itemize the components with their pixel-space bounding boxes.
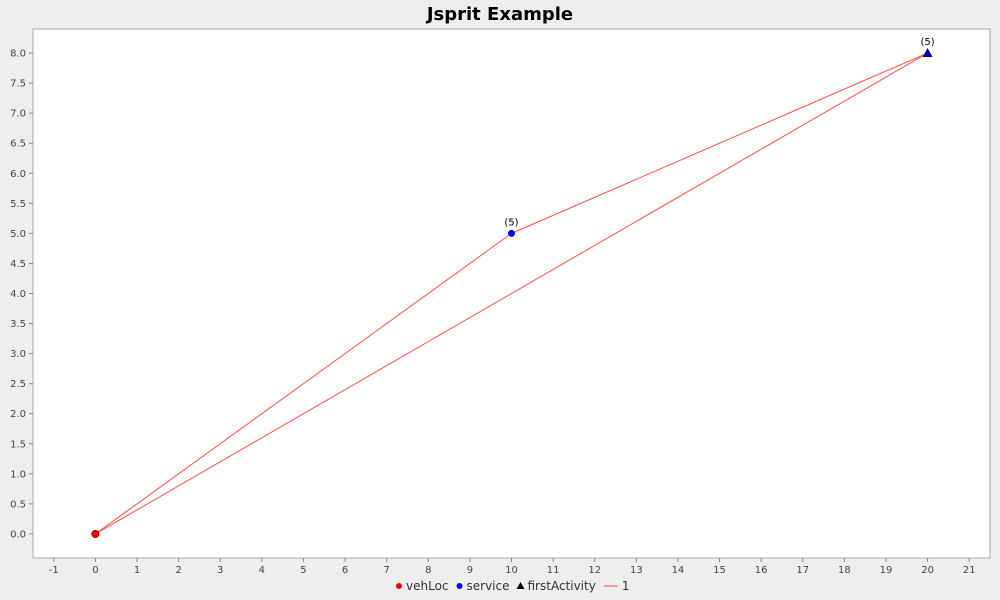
x-tick-label: 8 (425, 565, 431, 576)
y-tick-label: 7.5 (10, 79, 26, 90)
x-tick-label: 5 (300, 565, 306, 576)
y-tick-label: 5.5 (10, 199, 26, 210)
x-tick-label: 9 (467, 565, 473, 576)
x-tick-label: 14 (672, 565, 685, 576)
data-layer: (5) (5) (91, 37, 935, 538)
y-tick-label: 8.0 (10, 49, 26, 60)
axis-layer: -1 0 1 2 3 4 5 6 7 8 9 10 11 12 13 14 15 16 17 18 19 20 210.00… (10, 49, 975, 576)
y-tick-label: 6.5 (10, 139, 26, 150)
x-tick-label: 12 (588, 565, 601, 576)
activity-point (922, 48, 933, 58)
x-tick-label: 17 (796, 565, 809, 576)
x-tick-label: -1 (49, 565, 59, 576)
legend-vehLoc-swatch (396, 583, 402, 589)
legend-service-swatch (456, 583, 463, 589)
x-tick-label: 13 (630, 565, 643, 576)
chart-title: Jsprit Example (425, 4, 573, 25)
legend-label-1: 1 (622, 579, 630, 593)
y-tick-label: 2.5 (10, 379, 26, 390)
y-tick-label: 7.0 (10, 109, 26, 120)
x-tick-label: 7 (383, 565, 389, 576)
x-tick-label: 20 (921, 565, 934, 576)
y-tick-label: 1.5 (10, 439, 26, 450)
x-tick-label: 15 (713, 565, 726, 576)
x-tick-label: 6 (342, 565, 348, 576)
legend-label-service: service (467, 579, 510, 593)
point-data-label: (5) (504, 217, 518, 228)
y-tick-label: 5.0 (10, 229, 26, 240)
vehLoc-point (91, 529, 100, 538)
x-tick-label: 3 (217, 565, 223, 576)
route-line-segment (95, 232, 512, 535)
legend-firstActivity-swatch (516, 582, 525, 589)
route-line-segment (95, 52, 928, 535)
x-tick-label: 21 (963, 565, 976, 576)
x-tick-label: 1 (134, 565, 140, 576)
y-tick-label: 0.0 (10, 529, 26, 540)
service-point (508, 229, 515, 237)
x-tick-label: 11 (547, 565, 560, 576)
x-tick-label: 2 (175, 565, 181, 576)
y-tick-label: 4.5 (10, 259, 26, 270)
y-tick-label: 0.5 (10, 499, 26, 510)
x-tick-label: 16 (755, 565, 768, 576)
legend-label-vehLoc: vehLoc (406, 579, 449, 593)
y-tick-label: 1.0 (10, 469, 26, 480)
x-tick-label: 4 (259, 565, 265, 576)
y-tick-label: 2.0 (10, 409, 26, 420)
y-tick-label: 3.5 (10, 319, 26, 330)
y-tick-label: 3.0 (10, 349, 26, 360)
y-tick-label: 6.0 (10, 169, 26, 180)
x-tick-label: 18 (838, 565, 851, 576)
route-line-segment (511, 52, 928, 234)
x-tick-label: 19 (880, 565, 893, 576)
y-tick-label: 4.0 (10, 289, 26, 300)
x-tick-label: 0 (92, 565, 98, 576)
legend: vehLoc service firstActivity 1 (396, 579, 629, 593)
x-tick-label: 10 (505, 565, 518, 576)
legend-label-firstActivity: firstActivity (528, 579, 596, 593)
point-data-label: (5) (921, 37, 935, 48)
